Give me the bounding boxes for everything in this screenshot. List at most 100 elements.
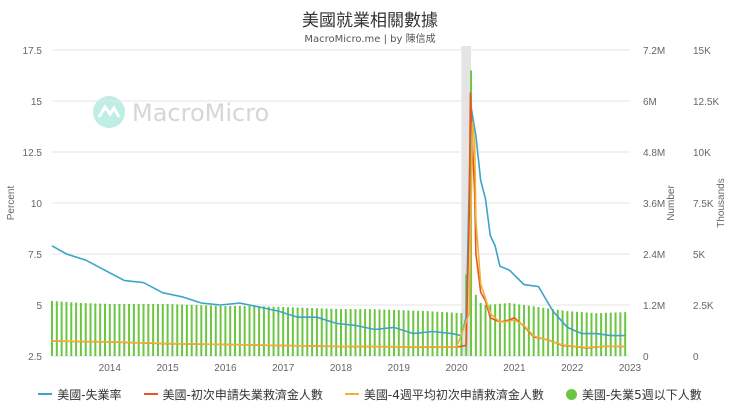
bar-under5w: [291, 307, 294, 356]
x-tick-label: 2020: [445, 363, 468, 374]
bar-under5w: [137, 303, 140, 356]
chart-subtitle: MacroMicro.me | by 陳信成: [304, 34, 436, 45]
bar-under5w: [330, 308, 333, 356]
bar-under5w: [65, 301, 68, 356]
x-tick-label: 2019: [388, 363, 411, 374]
bar-under5w: [75, 302, 78, 356]
lines-layer: [51, 92, 626, 349]
legend-item[interactable]: 美國-失業5週以下人數: [565, 384, 702, 404]
bar-under5w: [561, 310, 564, 356]
axes-layer: 2.5 5 7.5 10 12.5 15 17.5 0 1.2M 2.4M 3.6M 4.8M 6M 7.…: [6, 46, 727, 374]
series-line: [51, 106, 626, 337]
left-tick-label: 12.5: [23, 148, 43, 159]
bar-under5w: [301, 307, 304, 356]
bar-under5w: [108, 303, 111, 356]
right2-tick-label: 7.5K: [693, 199, 714, 210]
bar-under5w: [373, 309, 376, 356]
legend-label: 美國-初次申請失業救濟金人數: [162, 387, 323, 402]
legend-item[interactable]: 美國-初次申請失業救濟金人數: [143, 384, 323, 404]
bar-under5w: [51, 300, 53, 356]
highlight-band: [461, 46, 472, 356]
bar-under5w: [383, 309, 386, 356]
bar-under5w: [474, 294, 477, 356]
bar-under5w: [590, 312, 593, 356]
left-tick-label: 17.5: [23, 46, 43, 57]
bar-under5w: [421, 310, 424, 356]
bar-under5w: [378, 309, 381, 356]
bar-under5w: [190, 304, 193, 356]
bar-under5w: [566, 311, 569, 356]
x-tick-label: 2023: [619, 363, 642, 374]
bar-under5w: [70, 302, 73, 356]
bar-under5w: [205, 305, 208, 356]
legend-line-icon: [38, 393, 53, 395]
bar-under5w: [556, 309, 559, 356]
bar-under5w: [267, 306, 270, 356]
bar-under5w: [609, 312, 612, 356]
legend-label: 美國-失業5週以下人數: [581, 387, 702, 402]
bar-under5w: [436, 311, 439, 356]
x-tick-label: 2014: [99, 363, 122, 374]
bar-under5w: [132, 303, 135, 356]
bar-under5w: [513, 303, 516, 356]
bar-under5w: [532, 306, 535, 356]
bar-under5w: [364, 309, 367, 356]
right1-tick-label: 1.2M: [643, 301, 665, 312]
x-tick-label: 2015: [156, 363, 179, 374]
legend-item[interactable]: 美國-4週平均初次申請救濟金人數: [344, 384, 544, 404]
legend-label: 美國-失業率: [57, 387, 122, 402]
bar-under5w: [392, 309, 395, 356]
bar-under5w: [523, 305, 526, 356]
legend-dot-icon: [565, 388, 577, 400]
bar-under5w: [306, 307, 309, 356]
legend-line-icon: [344, 393, 359, 395]
right1-tick-label: 7.2M: [643, 46, 665, 57]
bar-under5w: [253, 306, 256, 356]
bar-under5w: [99, 303, 102, 356]
bar-under5w: [551, 309, 554, 356]
bar-under5w: [494, 304, 497, 356]
bar-under5w: [388, 309, 391, 356]
bar-under5w: [498, 303, 501, 356]
bar-under5w: [320, 308, 323, 356]
bar-under5w: [195, 305, 198, 356]
bar-under5w: [571, 311, 574, 356]
bar-under5w: [296, 307, 299, 356]
bar-under5w: [354, 309, 357, 356]
bar-under5w: [89, 303, 92, 356]
right-axis-label-thousands: Thousands: [716, 178, 727, 227]
bars-layer: [51, 70, 627, 357]
bar-under5w: [479, 302, 482, 356]
bar-under5w: [518, 304, 521, 356]
bar-under5w: [200, 305, 203, 356]
bar-under5w: [248, 306, 251, 356]
legend-item[interactable]: 美國-失業率: [38, 384, 122, 404]
bar-under5w: [489, 304, 492, 356]
bar-under5w: [209, 305, 212, 356]
bar-under5w: [166, 303, 169, 356]
bar-under5w: [243, 306, 246, 356]
right1-tick-label: 4.8M: [643, 148, 665, 159]
bar-under5w: [277, 306, 280, 356]
bar-under5w: [287, 307, 290, 356]
bar-under5w: [123, 303, 126, 356]
bar-under5w: [315, 308, 318, 356]
bar-under5w: [576, 311, 579, 356]
bar-under5w: [484, 305, 487, 356]
bar-under5w: [508, 302, 511, 356]
series-line: [51, 122, 626, 349]
watermark: MacroMicro: [93, 96, 269, 128]
bar-under5w: [335, 308, 338, 356]
right2-tick-label: 12.5K: [693, 97, 719, 108]
left-tick-label: 10: [31, 199, 43, 210]
bar-under5w: [431, 311, 434, 356]
right1-tick-label: 6M: [643, 97, 657, 108]
bar-under5w: [397, 310, 400, 356]
bar-under5w: [234, 306, 237, 356]
bar-under5w: [185, 304, 188, 356]
bar-under5w: [79, 302, 82, 356]
bar-under5w: [407, 310, 410, 356]
bar-under5w: [94, 303, 97, 356]
right-axis-label-number: Number: [666, 185, 677, 221]
bar-under5w: [219, 305, 222, 356]
